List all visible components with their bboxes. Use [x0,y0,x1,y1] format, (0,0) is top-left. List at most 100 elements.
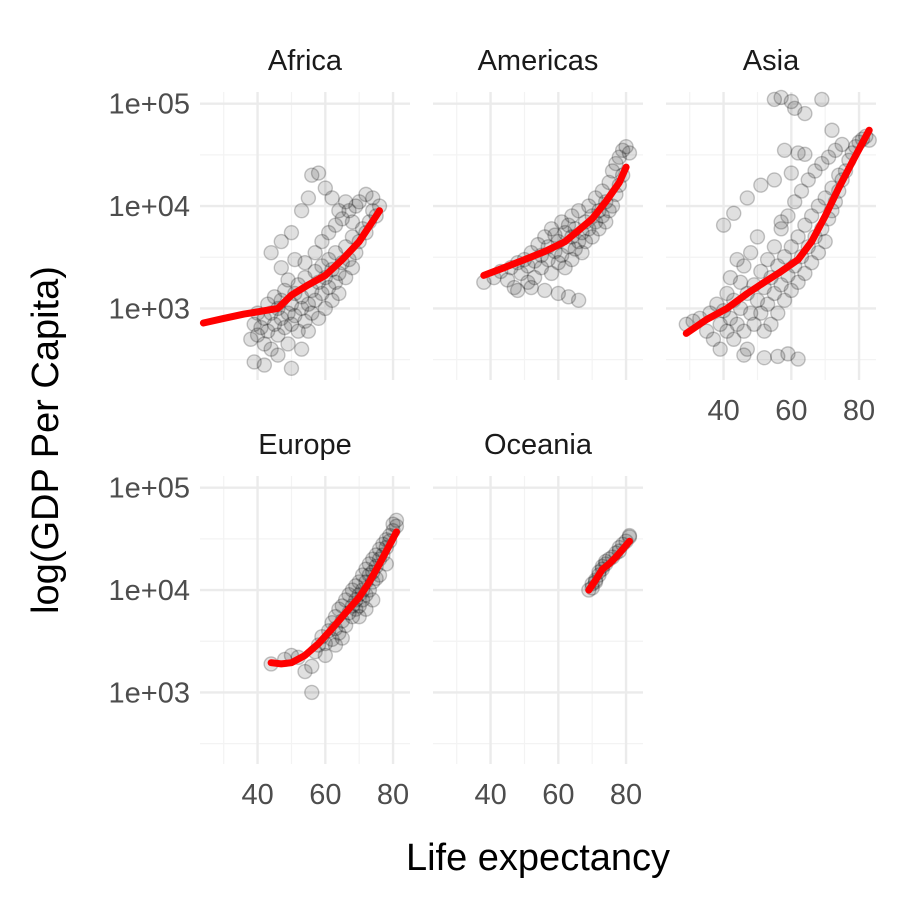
data-point [800,172,816,188]
data-point [314,233,330,250]
data-point [780,346,796,362]
y-tick-label: 1e+04 [109,575,190,607]
data-point [256,336,273,352]
data-point [749,229,766,245]
x-tick-label: 80 [377,779,409,811]
data-point [698,323,715,339]
x-tick-label: 40 [474,779,506,811]
data-point [506,279,522,296]
data-point [520,274,536,290]
data-point [759,251,776,268]
data-point [344,214,361,230]
data-point [300,190,317,206]
data-point [608,155,624,172]
data-point [304,684,320,701]
data-point [260,323,276,339]
data-point [358,601,374,617]
data-point [290,323,306,339]
data-point [537,229,553,245]
facet-label: Oceania [484,429,593,461]
data-point [314,285,330,302]
data-point [790,274,806,290]
data-point [246,354,262,370]
panel-asia: Asia 40 60 80 [666,45,877,427]
data-point [547,227,563,243]
data-point [287,307,303,324]
data-point [513,265,529,282]
data-point [776,249,793,265]
data-point [543,221,560,237]
data-point [766,91,783,108]
data-point [611,149,627,165]
data-point [246,316,262,332]
data-point [293,203,310,219]
data-point [705,331,722,347]
data-point [283,360,300,377]
data-point [499,272,516,288]
data-point [324,190,340,206]
panel-africa: Africa 1e+03 1e+04 1e+05 [109,45,410,380]
data-point [598,214,614,230]
data-point [736,323,752,339]
data-point [550,285,567,302]
data-point [307,245,323,261]
data-point [797,105,813,122]
data-point [321,251,337,268]
data-point [722,310,739,327]
data-point [249,327,266,343]
data-point [560,289,577,305]
data-point [331,203,347,219]
data-point [773,221,789,237]
data-point [581,198,597,214]
data-point [736,347,752,363]
data-point [756,350,772,366]
data-point [739,341,755,357]
data-point [300,296,317,312]
data-point [790,351,806,367]
data-point [790,229,806,245]
data-point [537,282,553,299]
data-point [719,323,735,339]
data-point [783,93,800,110]
data-point [351,194,367,210]
data-point [787,100,803,117]
y-axis-title: log(GDP Per Capita) [25,266,67,614]
data-point [776,142,793,159]
data-point [554,214,570,230]
data-point [509,282,526,299]
data-point [344,582,361,598]
data-point [766,285,783,302]
data-point [742,245,759,261]
data-point [550,254,567,271]
data-point [243,331,259,347]
data-point [297,254,313,271]
data-point [729,251,745,268]
data-point [742,305,759,321]
x-tick-label: 60 [309,779,341,811]
facet-label: Africa [268,45,343,77]
data-point [722,269,739,286]
data-point [803,208,820,224]
x-tick-label: 40 [707,395,739,427]
smooth-line [199,207,383,327]
data-point [307,292,323,309]
data-point [327,637,344,653]
data-point [334,630,350,646]
data-point [321,279,337,296]
x-tick-label: 60 [542,779,574,811]
data-point [341,203,357,219]
data-point [317,180,334,196]
data-point [263,341,279,357]
data-point [266,316,283,332]
data-point [820,149,837,165]
data-point [814,91,830,108]
data-point [297,663,313,680]
data-point [270,327,286,343]
data-point [564,251,580,268]
data-point [310,165,327,181]
data-point [317,300,334,317]
data-point [726,331,742,347]
y-tick-label: 1e+05 [109,89,190,121]
data-point [331,285,347,302]
data-point [266,289,283,305]
